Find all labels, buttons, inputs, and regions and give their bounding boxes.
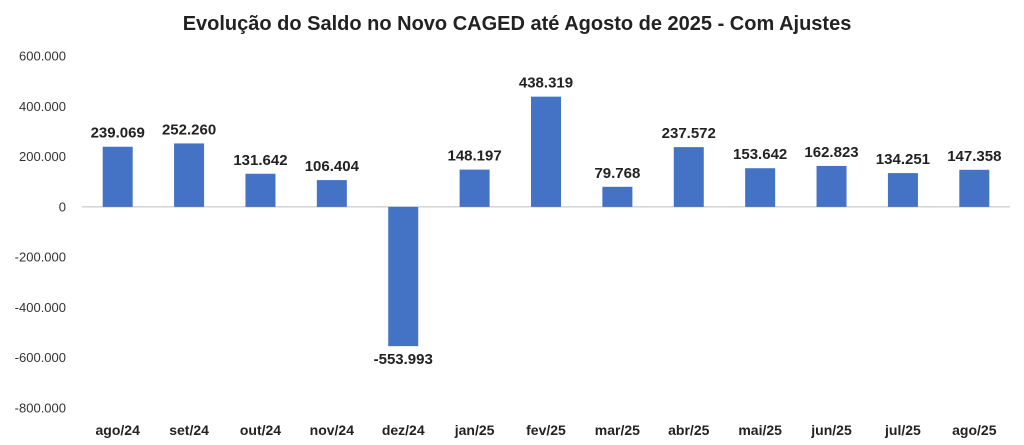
y-tick-label: -600.000 bbox=[15, 350, 66, 365]
data-label: 162.823 bbox=[804, 144, 858, 161]
x-tick-label: mai/25 bbox=[738, 422, 782, 438]
x-tick-label: jun/25 bbox=[810, 422, 852, 438]
bar bbox=[531, 96, 561, 207]
x-tick-label: jan/25 bbox=[454, 422, 495, 438]
bar bbox=[459, 169, 490, 207]
y-tick-label: 400.000 bbox=[19, 99, 66, 114]
bar bbox=[887, 173, 918, 207]
bar bbox=[602, 186, 633, 207]
bar bbox=[316, 180, 347, 207]
chart-title: Evolução do Saldo no Novo CAGED até Agos… bbox=[183, 13, 852, 35]
data-label: 79.768 bbox=[594, 165, 640, 182]
axes: 600.000 400.000 200.000 0 -200.000 -400.000 -6… bbox=[15, 49, 1010, 438]
x-tick-label: set/24 bbox=[169, 422, 209, 438]
bars bbox=[102, 96, 990, 347]
data-label: 239.069 bbox=[91, 125, 145, 142]
data-label: 147.358 bbox=[947, 148, 1001, 165]
x-tick-label: abr/25 bbox=[668, 422, 709, 438]
bar bbox=[174, 143, 205, 207]
x-tick-label: dez/24 bbox=[382, 422, 425, 438]
data-label: 134.251 bbox=[876, 151, 930, 168]
y-tick-label: -400.000 bbox=[15, 300, 66, 315]
x-tick-label: nov/24 bbox=[310, 422, 355, 438]
x-tick-label: ago/25 bbox=[952, 422, 997, 438]
y-tick-label: 200.000 bbox=[19, 149, 66, 164]
x-tick-label: fev/25 bbox=[526, 422, 566, 438]
bar bbox=[102, 146, 133, 207]
data-label: 131.642 bbox=[233, 152, 287, 169]
bar bbox=[245, 173, 276, 207]
x-tick-label: out/24 bbox=[240, 422, 281, 438]
bar bbox=[816, 165, 847, 207]
y-tick-label: -800.000 bbox=[15, 401, 66, 416]
y-tick-label: 0 bbox=[59, 199, 66, 214]
y-tick-label: -200.000 bbox=[15, 250, 66, 265]
data-label: 148.197 bbox=[447, 148, 501, 165]
bar bbox=[388, 206, 419, 347]
bar bbox=[745, 168, 776, 207]
data-label: -553.993 bbox=[374, 351, 433, 368]
bar bbox=[673, 147, 704, 207]
x-tick-label: jul/25 bbox=[884, 422, 921, 438]
data-label: 237.572 bbox=[662, 125, 716, 142]
data-label: 438.319 bbox=[519, 75, 573, 92]
x-tick-label: mar/25 bbox=[595, 422, 640, 438]
y-tick-label: 600.000 bbox=[19, 49, 66, 64]
data-label: 153.642 bbox=[733, 146, 787, 163]
bar bbox=[959, 169, 990, 207]
data-labels: 239.069 252.260 131.642 106.404 -553.993 148.… bbox=[91, 75, 1002, 368]
data-label: 106.404 bbox=[305, 158, 360, 175]
data-label: 252.260 bbox=[162, 121, 216, 138]
x-tick-label: ago/24 bbox=[96, 422, 141, 438]
